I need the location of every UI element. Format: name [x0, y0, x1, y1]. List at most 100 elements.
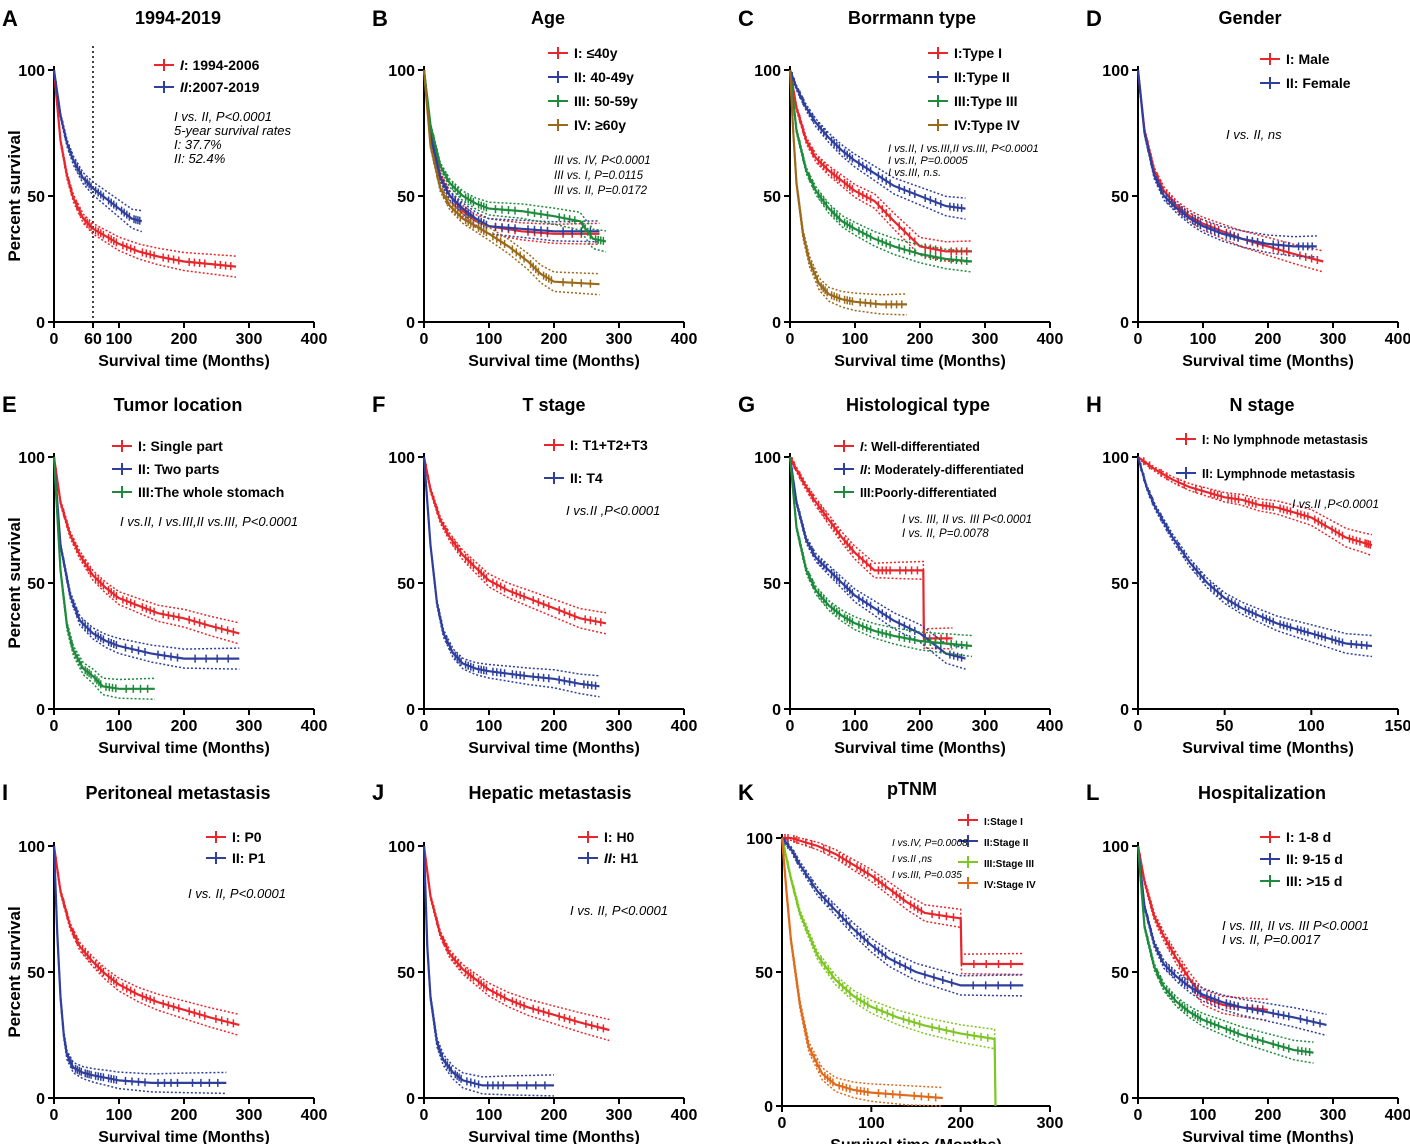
x-tick-label: 100 — [1190, 331, 1217, 348]
ci-upper-I — [782, 837, 1024, 955]
ci-upper-III — [789, 456, 973, 637]
legend-label-III: III: 50-59y — [574, 93, 638, 109]
x-tick-label: 0 — [1134, 718, 1143, 735]
x-axis-label: Survival time (Months) — [468, 740, 640, 757]
x-tick-label: 200 — [907, 718, 934, 735]
ci-lower-II — [1137, 458, 1373, 658]
y-tick-label: 0 — [772, 702, 781, 719]
ci-upper-I — [423, 69, 600, 226]
panel-j: J Hepatic metastasis 0 50 100 0 100 200 300 400 Su… — [372, 780, 697, 1144]
x-tick-label: 100 — [842, 718, 869, 735]
legend-label-II: II: H1 — [604, 850, 638, 866]
panel-letter: J — [372, 780, 384, 805]
panel-title: Peritoneal metastasis — [85, 783, 270, 803]
x-tick-label: 0 — [786, 331, 795, 348]
ci-upper-II — [789, 69, 966, 199]
x-tick-label: 100 — [858, 1115, 885, 1132]
legend-label-I: I: H0 — [604, 829, 635, 845]
survival-curve-I — [422, 456, 607, 625]
x-tick-label: 300 — [1320, 331, 1347, 348]
y-tick-label: 50 — [397, 189, 415, 206]
x-axis-label: Survival time (Months) — [468, 353, 640, 370]
ci-upper-II — [1137, 845, 1327, 1016]
survival-curve-II — [1136, 845, 1327, 1026]
ci-upper-I — [1137, 456, 1373, 536]
ci-upper-II — [423, 456, 600, 677]
y-tick-label: 50 — [27, 189, 45, 206]
x-tick-label: 100 — [476, 1107, 503, 1124]
ci-lower-I — [1137, 71, 1324, 273]
x-tick-label: 100 — [476, 331, 503, 348]
survival-curve-I — [1136, 845, 1269, 1011]
panel-title: N stage — [1229, 395, 1294, 415]
legend-label-II: II: P1 — [232, 850, 266, 866]
survival-curve-III — [780, 837, 997, 1107]
y-tick-label: 50 — [1111, 965, 1129, 982]
legend-label-II: II: 9-15 d — [1286, 851, 1343, 867]
y-axis-label: Percent survival — [5, 906, 24, 1037]
annotation-text: I vs. II, P=0.0017 — [1222, 932, 1321, 947]
annotation-text: I vs.II, I vs.III,II vs.III, P<0.0001 — [120, 514, 298, 529]
panel-f: F T stage 0 50 100 0 100 200 300 400 Survival time… — [372, 392, 697, 757]
panel-title: Borrmann type — [848, 8, 976, 28]
y-tick-label: 100 — [754, 450, 781, 467]
x-tick-label: 300 — [236, 1107, 263, 1124]
x-tick-label: 400 — [671, 718, 698, 735]
x-tick-label: 100 — [842, 331, 869, 348]
ci-lower-II — [781, 839, 1024, 997]
legend-label-III: III:Poorly-differentiated — [860, 486, 997, 500]
x-tick-label: 200 — [947, 1115, 974, 1132]
legend-label-I: I: P0 — [232, 829, 262, 845]
panel-title: Tumor location — [114, 395, 243, 415]
y-tick-label: 50 — [763, 576, 781, 593]
y-tick-label: 100 — [18, 450, 45, 467]
x-axis-label: Survival time (Months) — [1182, 740, 1354, 757]
panel-title: Hospitalization — [1198, 783, 1326, 803]
y-tick-label: 100 — [388, 63, 415, 80]
y-tick-label: 0 — [36, 702, 45, 719]
legend-label-I: I: No lymphnode metastasis — [1202, 433, 1368, 447]
y-tick-label: 0 — [1120, 1091, 1129, 1108]
legend-label-I: I: Single part — [138, 438, 223, 454]
x-tick-label: 100 — [106, 718, 133, 735]
y-tick-label: 100 — [388, 839, 415, 856]
panel-title: Gender — [1218, 8, 1281, 28]
x-tick-label: 0 — [420, 331, 429, 348]
ci-lower-IV — [781, 839, 943, 1107]
y-tick-label: 50 — [1111, 576, 1129, 593]
legend-label-III: III: >15 d — [1286, 873, 1342, 889]
x-tick-label: 100 — [476, 718, 503, 735]
x-tick-label: 300 — [236, 331, 263, 348]
x-tick-label: 300 — [606, 718, 633, 735]
annotation-text: I vs. II, P=0.0078 — [902, 528, 989, 540]
y-tick-label: 50 — [397, 965, 415, 982]
survival-curve-I — [52, 69, 237, 268]
y-tick-label: 0 — [36, 1091, 45, 1108]
ci-lower-II — [423, 458, 600, 698]
x-tick-label: 100 — [106, 331, 133, 348]
x-tick-label: 400 — [301, 1107, 328, 1124]
survival-curve-I — [788, 69, 972, 253]
x-axis-label: Survival time (Months) — [1182, 353, 1354, 370]
x-tick-label: 0 — [1134, 331, 1143, 348]
ci-upper-II — [53, 456, 240, 650]
survival-curve-II — [788, 69, 966, 210]
survival-curve-II — [788, 456, 966, 660]
panel-letter: I — [2, 780, 8, 805]
survival-curve-III — [788, 69, 973, 263]
x-axis-label: Survival time (Months) — [834, 740, 1006, 757]
legend-label-II: II: Female — [1286, 75, 1351, 91]
x-axis-label: Survival time (Months) — [98, 353, 270, 370]
ci-lower-I — [423, 847, 610, 1042]
panel-letter: D — [1086, 6, 1102, 31]
panel-letter: C — [738, 6, 754, 31]
ci-lower-I — [789, 458, 953, 650]
x-tick-label: 300 — [1320, 1107, 1347, 1124]
annotation-text: I vs.II, I vs.III,II vs.III, P<0.0001 — [888, 143, 1039, 155]
x-tick-label: 0 — [50, 1107, 59, 1124]
panel-title: Age — [531, 8, 565, 28]
legend-label-II: II: Moderately-differentiated — [860, 463, 1024, 477]
x-axis-label: Survival time (Months) — [834, 353, 1006, 370]
panel-g: G Histological type 0 50 100 0 100 200 300 400 Sur… — [738, 392, 1063, 757]
